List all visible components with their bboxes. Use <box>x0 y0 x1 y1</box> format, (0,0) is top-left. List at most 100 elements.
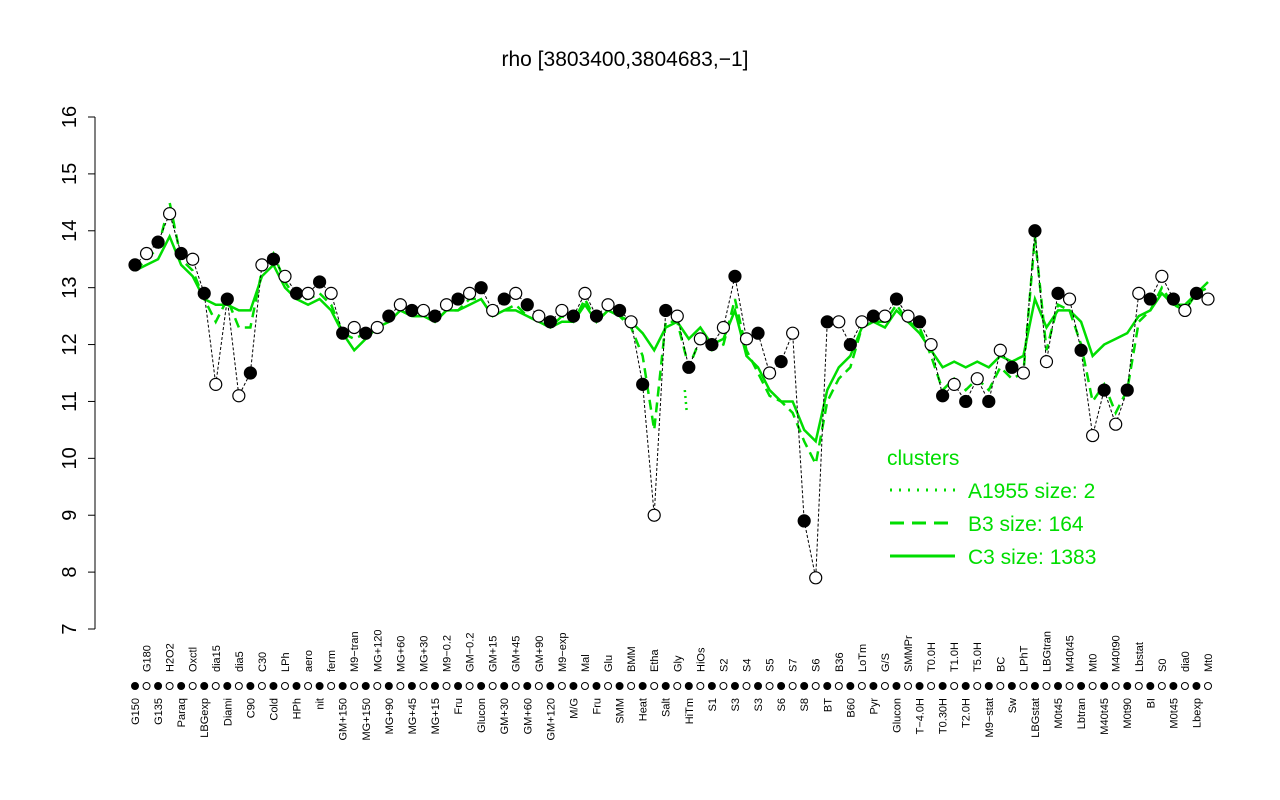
x-tick-label: GM+90 <box>534 636 546 672</box>
x-rug-point <box>696 682 705 690</box>
data-point <box>1016 366 1030 380</box>
data-point <box>647 508 661 522</box>
x-rug-point <box>1157 682 1166 690</box>
data-point <box>866 309 881 323</box>
data-point <box>1097 383 1111 397</box>
data-point <box>197 286 211 300</box>
x-rug-point <box>569 682 578 690</box>
data-point <box>428 309 442 323</box>
data-point <box>936 389 950 403</box>
x-rug-point <box>1100 682 1109 690</box>
data-point <box>474 281 488 295</box>
x-tick-label: HiTm <box>684 698 696 724</box>
data-point <box>728 269 742 283</box>
data-point <box>912 315 927 329</box>
x-rug-point <box>707 682 716 690</box>
y-tick-label: 14 <box>59 220 81 242</box>
x-tick-label: Heat <box>638 698 650 721</box>
x-tick-label: T5.0H <box>972 642 984 672</box>
x-tick-label: Gly <box>672 655 684 672</box>
x-tick-label: G/S <box>880 653 892 672</box>
x-tick-label: GM+15 <box>488 636 500 672</box>
x-tick-label: S3 <box>753 698 765 711</box>
x-tick-label: S4 <box>741 659 753 672</box>
data-point <box>555 303 569 318</box>
x-rug-point <box>442 682 451 690</box>
x-tick-label: Glucon <box>476 698 488 733</box>
data-point <box>924 337 938 352</box>
x-rug-point <box>234 682 243 690</box>
x-rug-point <box>269 682 278 690</box>
x-rug-point <box>1111 682 1120 690</box>
x-rug-point <box>846 682 855 690</box>
x-tick-label: LBGstat <box>1030 698 1042 738</box>
x-tick-label: S5 <box>765 659 777 672</box>
data-point <box>151 235 165 249</box>
x-tick-label: T1.0H <box>949 642 961 672</box>
data-point <box>486 303 500 318</box>
x-tick-label: LPh <box>280 652 292 672</box>
x-rug-point <box>1019 682 1028 690</box>
x-tick-label: G150 <box>130 698 142 725</box>
x-rug-point <box>384 682 393 690</box>
x-tick-label: Lbstat <box>1134 642 1146 672</box>
x-tick-label: M40t45 <box>1099 698 1111 735</box>
x-rug-point <box>500 682 509 690</box>
x-tick-label: Paraq <box>176 698 188 727</box>
data-point <box>209 377 223 391</box>
x-tick-label: M9−0.2 <box>442 635 454 672</box>
x-tick-label: M9−exp <box>557 633 569 672</box>
data-point <box>739 332 754 346</box>
x-tick-label: MG+30 <box>418 636 430 672</box>
series-line-a1955 <box>683 389 689 413</box>
x-tick-label: Fru <box>592 698 604 715</box>
data-point <box>255 258 269 272</box>
x-tick-label: HPh <box>292 698 304 719</box>
x-rug-point <box>1146 682 1155 690</box>
y-tick-label: 15 <box>59 163 81 185</box>
x-tick-label: T0.30H <box>938 698 950 734</box>
x-rug-point <box>904 682 913 690</box>
x-rug-point <box>996 682 1005 690</box>
x-tick-label: S0 <box>1157 659 1169 672</box>
data-point <box>566 309 581 323</box>
data-point <box>1051 286 1065 300</box>
x-rug-point <box>292 682 301 690</box>
x-tick-label: BMM <box>626 646 638 672</box>
y-tick-label: 7 <box>59 623 81 634</box>
x-rug-point <box>1077 682 1086 690</box>
data-point <box>451 292 465 306</box>
x-rug-point <box>730 682 739 690</box>
y-tick-label: 13 <box>59 277 81 299</box>
x-rug-point <box>765 682 774 690</box>
x-tick-label: Mt0 <box>1203 654 1215 672</box>
x-tick-label: MG+45 <box>407 698 419 734</box>
data-point <box>947 377 961 391</box>
y-tick-label: 16 <box>59 106 81 128</box>
legend-label: C3 size: 1383 <box>968 546 1096 569</box>
x-rug-point <box>1169 682 1178 690</box>
data-point <box>1155 269 1169 283</box>
x-rug-point <box>200 682 209 690</box>
data-point <box>878 309 892 323</box>
x-tick-label: GM+45 <box>511 636 523 672</box>
x-tick-label: dia0 <box>1180 651 1192 672</box>
x-rug-point <box>142 682 151 690</box>
x-rug-point <box>280 682 289 690</box>
x-tick-label: BT <box>822 698 834 712</box>
x-rug-point <box>1065 682 1074 690</box>
data-point <box>266 252 281 266</box>
x-tick-label: dia15 <box>211 645 223 672</box>
x-tick-label: B60 <box>845 698 857 718</box>
data-point <box>520 298 534 312</box>
x-tick-label: LoTm <box>857 644 869 672</box>
data-point <box>509 286 523 300</box>
x-tick-label: Glucon <box>891 698 903 733</box>
x-rug-point <box>673 682 682 690</box>
x-rug-point <box>511 682 520 690</box>
x-rug-point <box>1088 682 1097 690</box>
x-rug-point <box>419 682 428 690</box>
data-point <box>762 366 777 380</box>
x-tick-label: G135 <box>153 698 165 725</box>
x-rug-point <box>1054 682 1063 690</box>
